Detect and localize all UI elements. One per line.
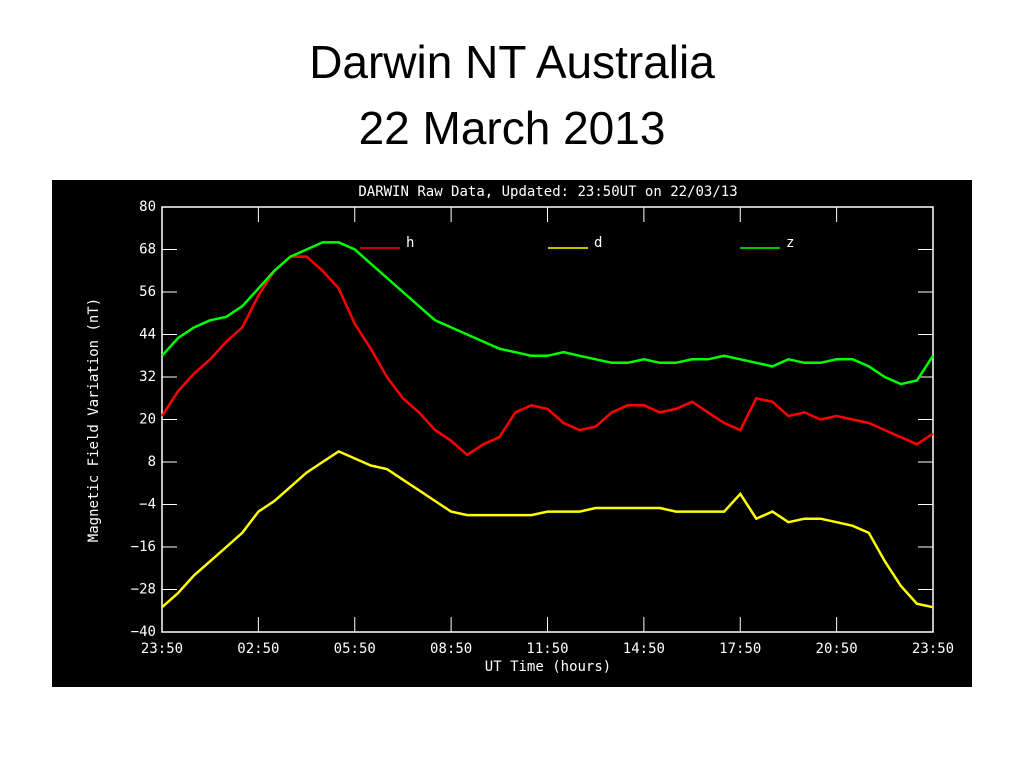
x-axis-label: UT Time (hours) — [485, 659, 611, 675]
y-tick-label: 80 — [139, 199, 156, 215]
slide-title: Darwin NT Australia — [309, 36, 715, 88]
y-tick-label: 68 — [139, 242, 156, 258]
chart-background — [52, 180, 972, 687]
x-tick-label: 20:50 — [816, 641, 858, 657]
x-tick-label: 05:50 — [334, 641, 376, 657]
slide-title: 22 March 2013 — [359, 102, 666, 154]
y-tick-label: −16 — [131, 539, 156, 555]
y-tick-label: 8 — [148, 454, 156, 470]
legend-label: z — [786, 235, 794, 251]
x-tick-label: 14:50 — [623, 641, 665, 657]
y-tick-label: −28 — [131, 582, 156, 598]
chart-title: DARWIN Raw Data, Updated: 23:50UT on 22/… — [358, 184, 737, 200]
series-line — [161, 449, 934, 609]
y-axis-label: Magnetic Field Variation (nT) — [86, 298, 102, 542]
y-tick-label: 56 — [139, 284, 156, 300]
x-tick-label: 02:50 — [237, 641, 279, 657]
y-tick-label: 44 — [139, 327, 156, 343]
x-tick-label: 08:50 — [430, 641, 472, 657]
x-tick-label: 11:50 — [526, 641, 568, 657]
y-tick-label: 20 — [139, 412, 156, 428]
y-tick-label: −4 — [139, 497, 156, 513]
legend-label: h — [406, 235, 414, 251]
y-tick-label: 32 — [139, 369, 156, 385]
y-tick-label: −40 — [131, 624, 156, 640]
x-tick-label: 17:50 — [719, 641, 761, 657]
x-tick-label: 23:50 — [141, 641, 183, 657]
legend-label: d — [594, 235, 602, 251]
x-tick-label: 23:50 — [912, 641, 954, 657]
series-line — [161, 241, 935, 386]
